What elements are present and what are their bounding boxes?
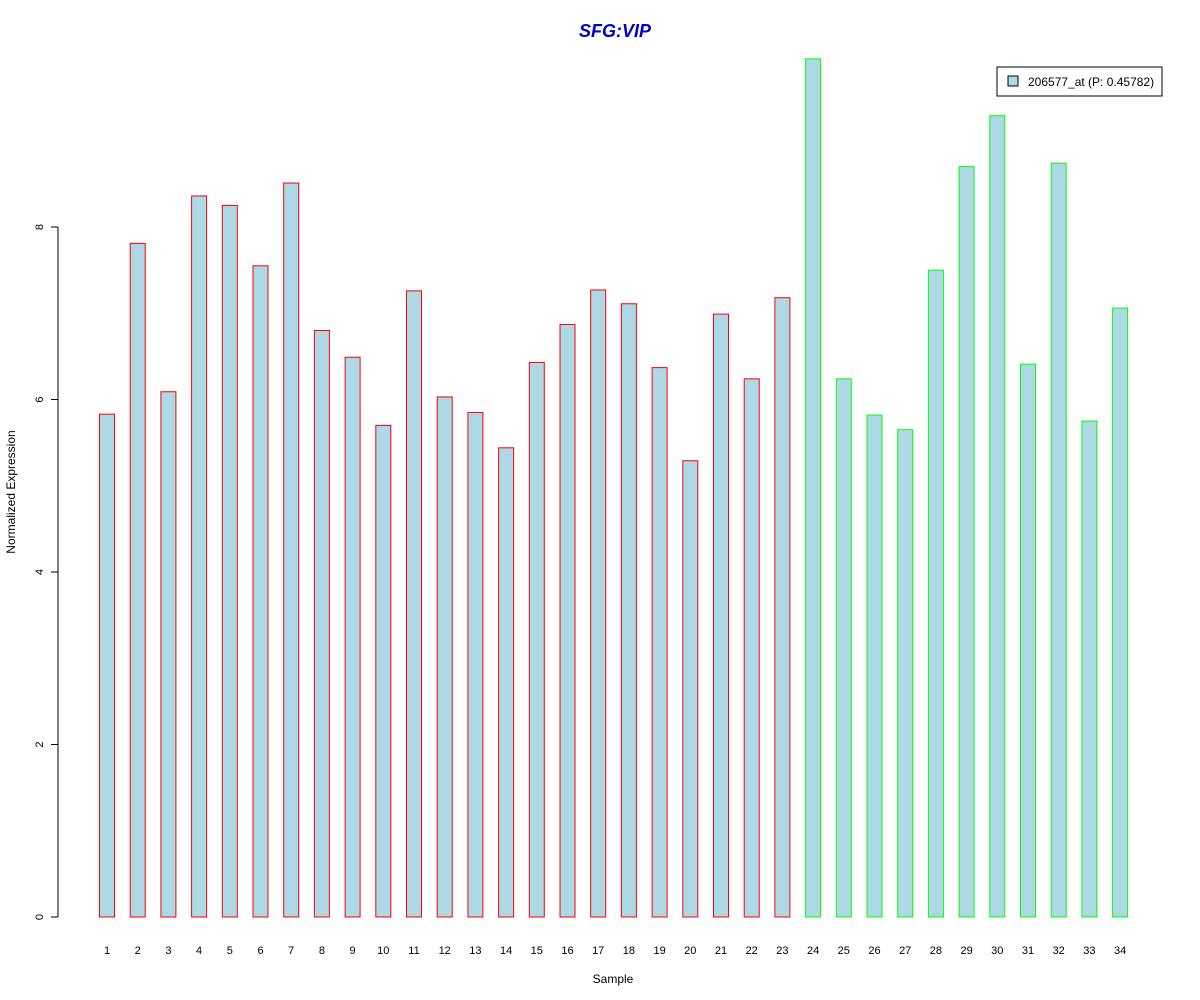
x-tick-label: 33 (1083, 945, 1095, 957)
bar (1050, 162, 1067, 918)
x-tick-label: 16 (561, 945, 573, 957)
bar (682, 460, 699, 918)
x-axis-label: Sample (593, 972, 634, 986)
x-tick-label: 28 (930, 945, 942, 957)
x-tick-label: 2 (135, 945, 141, 957)
x-tick-label: 9 (350, 945, 356, 957)
legend-box (996, 66, 1163, 97)
bar (620, 303, 637, 918)
bar (191, 195, 208, 918)
x-tick-label: 17 (592, 945, 604, 957)
bar (406, 290, 422, 918)
x-tick-label: 32 (1053, 945, 1065, 957)
bar (651, 367, 668, 918)
x-tick-label: 22 (746, 945, 758, 957)
bar (989, 115, 1006, 918)
x-tick-label: 31 (1022, 945, 1034, 957)
x-tick-label: 8 (319, 945, 325, 957)
bar (958, 166, 975, 918)
x-tick-label: 15 (531, 945, 543, 957)
bar (99, 413, 115, 918)
bar (590, 289, 607, 918)
bar (344, 356, 361, 918)
x-tick-label: 19 (653, 945, 665, 957)
x-tick-label: 6 (257, 945, 263, 957)
x-tick-labels: 1 2 3 4 5 6 7 8 9 10 11 12 13 14 15 16 17 18 19 20 21 22 23 24 2… (104, 945, 1126, 957)
x-tick-label: 7 (288, 945, 294, 957)
bar (866, 414, 883, 918)
bar (436, 396, 453, 918)
x-tick-label: 1 (104, 945, 110, 957)
x-tick-label: 10 (377, 945, 389, 957)
bar (221, 204, 238, 918)
x-tick-label: 25 (838, 945, 850, 957)
bar (375, 424, 392, 918)
y-tick-label: 8 (34, 224, 46, 230)
y-tick-label: 0 (34, 914, 46, 920)
y-tick-label: 6 (34, 396, 46, 402)
y-axis-label: Normalized Expression (4, 430, 18, 553)
x-tick-label: 4 (196, 945, 202, 957)
bar (252, 265, 269, 918)
x-tick-label: 26 (868, 945, 880, 957)
y-axis: 0 2 4 6 8 (34, 224, 59, 920)
x-tick-label: 13 (469, 945, 481, 957)
bar (498, 447, 515, 918)
bars-group (99, 58, 1129, 918)
x-tick-label: 21 (715, 945, 727, 957)
x-tick-label: 24 (807, 945, 819, 957)
bar (559, 323, 576, 918)
bar (528, 361, 545, 918)
x-tick-label: 34 (1114, 945, 1126, 957)
x-tick-label: 14 (500, 945, 512, 957)
x-tick-label: 29 (960, 945, 972, 957)
bar (129, 242, 146, 918)
bar (1112, 307, 1129, 918)
bar (1020, 363, 1036, 918)
bar (774, 297, 791, 918)
x-tick-label: 5 (227, 945, 233, 957)
bar (805, 58, 822, 918)
x-tick-label: 27 (899, 945, 911, 957)
bar (835, 378, 852, 918)
chart-title: SFG:VIP (579, 21, 652, 41)
bar (743, 378, 760, 918)
x-tick-label: 12 (439, 945, 451, 957)
bar (713, 313, 729, 918)
bar (283, 182, 300, 918)
bar (160, 391, 177, 918)
x-tick-label: 11 (408, 945, 419, 957)
bar (1081, 420, 1098, 918)
x-tick-label: 18 (623, 945, 635, 957)
bar (897, 429, 914, 918)
legend-label: 206577_at (P: 0.45782) (1028, 75, 1154, 89)
bar (313, 330, 330, 918)
y-tick-label: 4 (34, 569, 46, 575)
bar (467, 411, 484, 918)
legend-swatch (1007, 75, 1019, 87)
x-tick-label: 23 (776, 945, 788, 957)
legend: 206577_at (P: 0.45782) (996, 66, 1163, 97)
bar (927, 269, 944, 918)
x-tick-label: 30 (991, 945, 1003, 957)
x-tick-label: 3 (165, 945, 171, 957)
y-tick-label: 2 (34, 741, 46, 747)
x-tick-label: 20 (684, 945, 696, 957)
